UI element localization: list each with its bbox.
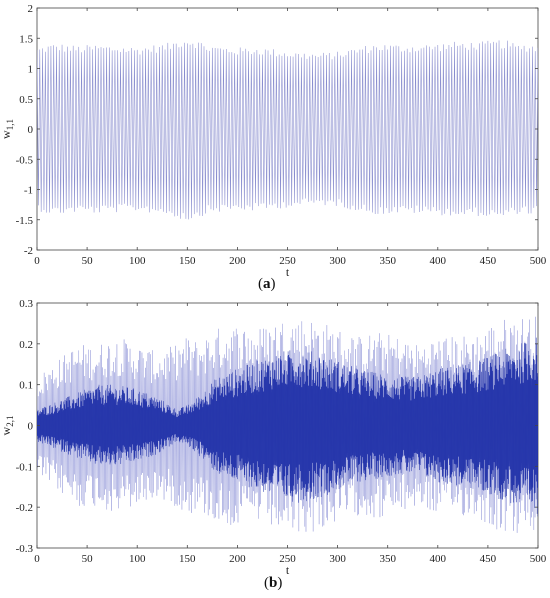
x-tick-label: 100 — [129, 553, 146, 565]
x-tick-label: 500 — [530, 553, 547, 565]
x-tick-label: 300 — [329, 553, 346, 565]
series-line-b-outer — [37, 316, 538, 533]
x-tick-label: 200 — [229, 255, 246, 267]
x-tick-label: 250 — [279, 255, 296, 267]
x-tick-label: 400 — [430, 553, 447, 565]
y-tick-label: -0.5 — [16, 154, 34, 166]
series-b — [37, 316, 538, 533]
x-tick-label: 150 — [179, 553, 196, 565]
y-axis-label-sub: 1,1 — [5, 119, 15, 130]
x-tick-label: 200 — [229, 553, 246, 565]
y-tick-label: 0 — [28, 124, 34, 136]
y-tick-label: 1 — [28, 64, 34, 76]
y-axis-label: w2,1 — [0, 416, 15, 436]
y-axis-label: w1,1 — [0, 119, 15, 139]
x-tick-label: 100 — [129, 255, 146, 267]
y-tick-label: -0.2 — [16, 502, 33, 514]
chart-panel-b: 0 50 100 150 200 250 300 350 400 450 500 -0.3 -0.2 -0… — [0, 298, 547, 577]
y-tick-label: 0.3 — [19, 298, 33, 310]
y-tick-label: -0.1 — [16, 461, 33, 473]
panel-label-b: (b) — [264, 575, 283, 591]
series-line-b-core — [37, 337, 538, 514]
y-tick-label: -0.3 — [16, 543, 34, 555]
series-a — [37, 40, 538, 220]
x-tick-label: 250 — [279, 553, 296, 565]
panel-label-a: (a) — [258, 276, 276, 292]
x-axis-label: t — [286, 563, 290, 577]
y-axis-label-main: w — [0, 130, 13, 139]
x-tick-label: 300 — [329, 255, 346, 267]
y-tick-label: 0.5 — [19, 94, 33, 106]
y-tick-label: -1 — [24, 185, 33, 197]
x-tick-label: 50 — [82, 553, 94, 565]
x-tick-label: 0 — [34, 255, 40, 267]
y-tick-label: -1.5 — [16, 215, 34, 227]
x-tick-label: 500 — [530, 255, 547, 267]
y-axis-label-sub: 2,1 — [5, 416, 15, 427]
x-tick-label: 450 — [480, 255, 497, 267]
y-tick-label: 2 — [28, 3, 34, 15]
y-tick-label: 0.1 — [19, 380, 33, 392]
x-tick-label: 150 — [179, 255, 196, 267]
x-tick-label: 0 — [34, 553, 40, 565]
x-tick-label: 350 — [379, 553, 396, 565]
x-tick-label: 400 — [430, 255, 447, 267]
x-tick-label: 450 — [480, 553, 497, 565]
x-tick-label: 350 — [379, 255, 396, 267]
y-tick-label: 0.2 — [19, 339, 33, 351]
y-tick-label: 0 — [28, 421, 34, 433]
series-line-a — [37, 40, 538, 220]
y-axis-label-main: w — [0, 426, 13, 435]
y-tick-label: -2 — [24, 245, 33, 257]
chart-panel-a: 0 50 100 150 200 250 300 350 400 450 500 -2 -1.5 -1 -0… — [0, 3, 547, 279]
x-tick-label: 50 — [82, 255, 94, 267]
y-tick-label: 1.5 — [19, 33, 33, 45]
x-axis-label: t — [286, 265, 290, 279]
